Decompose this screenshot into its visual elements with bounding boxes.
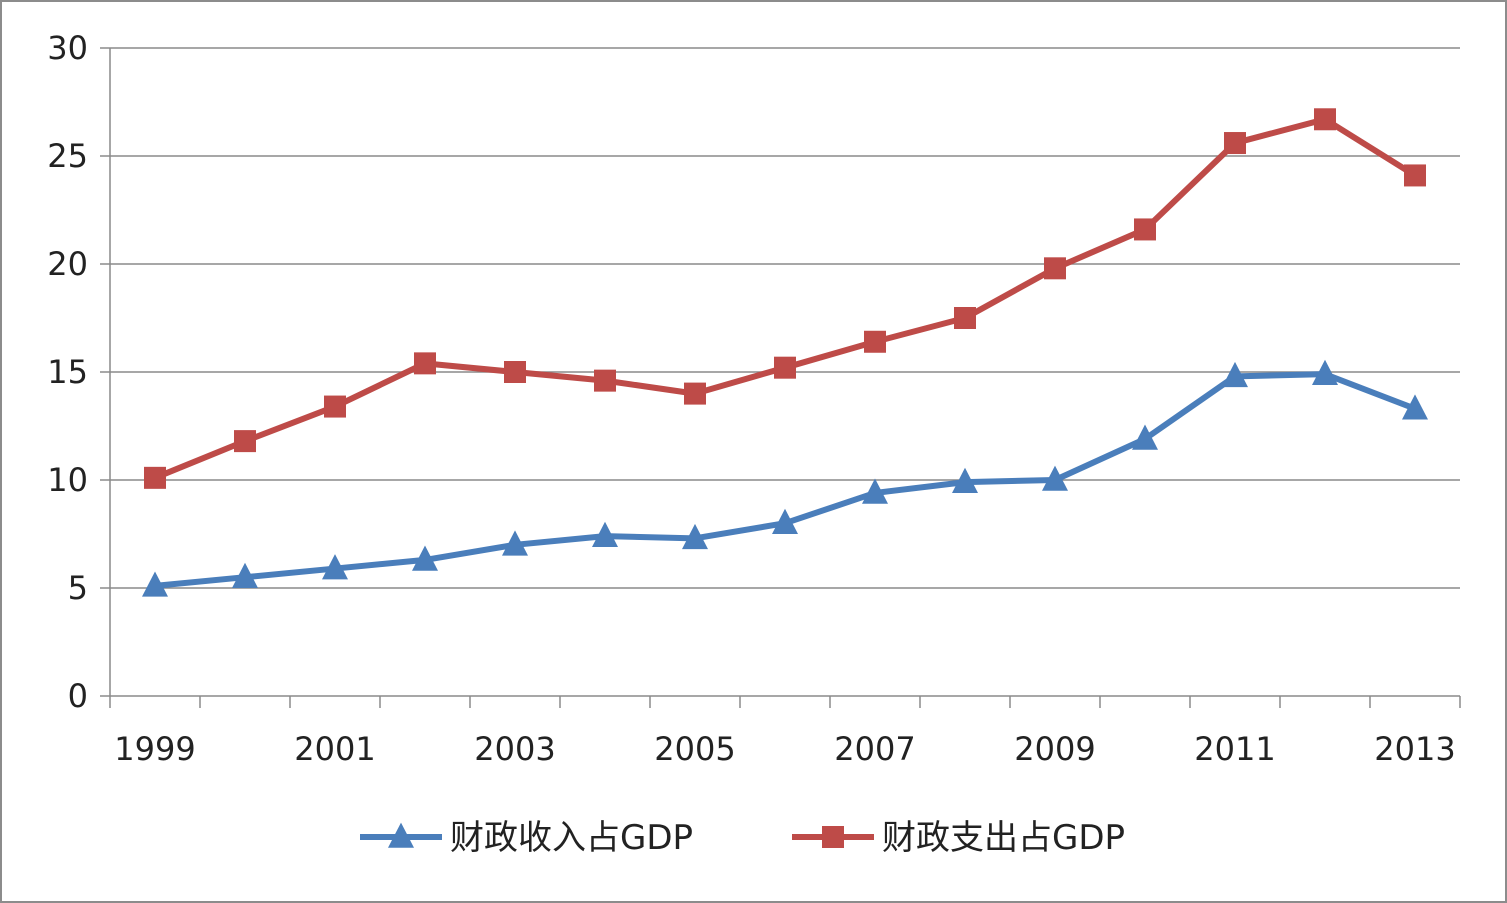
legend-label: 财政支出占GDP [882,818,1125,858]
data-point [684,382,706,405]
data-point [1402,394,1428,420]
x-tick-label: 2003 [474,730,555,768]
data-point [862,478,888,504]
data-point [1132,424,1158,450]
y-tick-label: 15 [47,353,88,391]
x-tick-label: 2001 [294,730,375,768]
series-group [142,108,1428,597]
series-1 [142,359,1428,597]
data-point [414,352,436,375]
legend-marker [822,826,844,848]
data-point [1404,164,1426,187]
data-point [772,508,798,534]
data-point [592,521,618,547]
data-point [1134,218,1156,241]
x-tick-label: 2007 [834,730,915,768]
x-tick-label: 1999 [114,730,195,768]
data-point [412,545,438,571]
x-tick-label: 2011 [1194,730,1275,768]
y-tick-label: 25 [47,137,88,175]
data-point [1044,257,1066,280]
x-tick-label: 2009 [1014,730,1095,768]
y-tick-label: 20 [47,245,88,283]
y-tick-label: 30 [47,29,88,67]
data-point [1222,361,1248,388]
y-tick-label: 10 [47,461,88,499]
data-point [1314,108,1336,131]
y-tick-label: 5 [68,569,88,607]
data-point [864,330,886,353]
legend: 财政收入占GDP 财政支出占GDP [360,818,1125,858]
legend-item-2: 财政支出占GDP [792,818,1125,858]
data-point [1312,359,1338,385]
y-axis-ticks: 0 5 10 15 20 25 30 [47,29,110,715]
series-line [153,116,1417,481]
series-2 [144,108,1426,489]
data-point [144,466,166,489]
data-point [232,562,258,588]
data-point [322,554,348,580]
data-point [954,307,976,329]
x-tick-label: 2005 [654,730,735,768]
data-point [952,467,978,493]
gridlines [110,47,1460,589]
data-point [1042,465,1068,491]
x-axis-ticks: 1999 2001 2003 2005 2007 2009 2011 2013 [109,696,1461,768]
data-point [1224,132,1246,155]
x-tick-label: 2013 [1374,730,1455,768]
data-point [504,361,526,383]
data-point [234,430,256,453]
data-point [142,571,168,597]
legend-item-1: 财政收入占GDP [360,818,693,858]
data-point [594,369,616,392]
legend-marker [388,822,414,848]
data-point [324,395,346,418]
y-tick-label: 0 [68,677,88,715]
data-point [774,356,796,379]
data-point [682,523,708,550]
legend-label: 财政收入占GDP [450,818,693,858]
data-point [502,530,528,556]
